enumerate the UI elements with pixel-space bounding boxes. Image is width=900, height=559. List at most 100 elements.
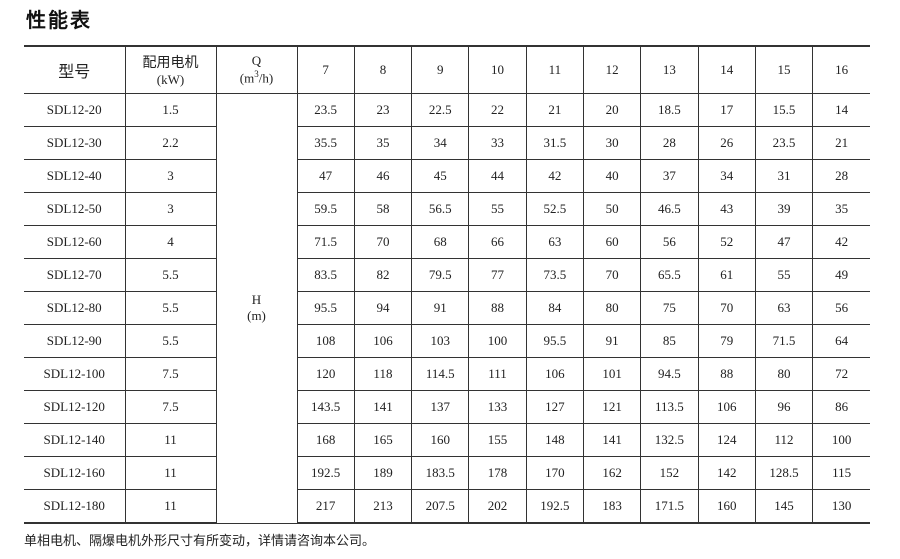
head-value-cell: 40	[582, 159, 642, 193]
head-value-cell: 23	[353, 93, 413, 127]
head-value-cell: 141	[582, 423, 642, 457]
motor-header: 配用电机 (kW)	[124, 45, 217, 94]
flow-value-header: 14	[697, 45, 756, 94]
head-value-cell: 189	[353, 456, 413, 490]
head-value-cell: 183	[582, 489, 642, 524]
head-value-cell: 148	[525, 423, 584, 457]
head-value-cell: 46	[353, 159, 413, 193]
head-value-cell: 59.5	[296, 192, 355, 226]
head-value-cell: 77	[468, 258, 527, 292]
model-cell: SDL12-140	[24, 423, 126, 457]
head-value-cell: 55	[754, 258, 814, 292]
head-value-cell: 86	[812, 390, 870, 424]
head-value-cell: 70	[353, 225, 413, 259]
motor-power-cell: 11	[124, 423, 217, 457]
head-value-cell: 95.5	[296, 291, 355, 325]
motor-power-cell: 5.5	[124, 291, 217, 325]
head-value-cell: 130	[812, 489, 870, 524]
head-value-cell: 101	[582, 357, 642, 391]
flow-value-header: 11	[525, 45, 584, 94]
head-value-cell: 34	[697, 159, 756, 193]
head-value-cell: 183.5	[411, 456, 470, 490]
head-value-cell: 192.5	[525, 489, 584, 524]
head-value-cell: 18.5	[640, 93, 699, 127]
head-value-cell: 103	[411, 324, 470, 358]
head-value-cell: 132.5	[640, 423, 699, 457]
head-value-cell: 68	[411, 225, 470, 259]
head-value-cell: 72	[812, 357, 870, 391]
head-value-cell: 155	[468, 423, 527, 457]
head-value-cell: 113.5	[640, 390, 699, 424]
head-value-cell: 73.5	[525, 258, 584, 292]
head-value-cell: 58	[353, 192, 413, 226]
head-value-cell: 42	[525, 159, 584, 193]
head-value-cell: 91	[411, 291, 470, 325]
table-row: SDL12-60 4 71.5 70 68 66 63 60 56 52 47 42	[24, 225, 870, 259]
head-value-cell: 143.5	[296, 390, 355, 424]
head-value-cell: 52.5	[525, 192, 584, 226]
head-value-cell: 165	[353, 423, 413, 457]
head-value-cell: 217	[296, 489, 355, 524]
head-value-cell: 46.5	[640, 192, 699, 226]
head-value-cell: 106	[697, 390, 756, 424]
head-value-cell: 145	[754, 489, 814, 524]
head-value-cell: 88	[697, 357, 756, 391]
head-value-cell: 64	[812, 324, 870, 358]
head-value-cell: 47	[754, 225, 814, 259]
head-value-cell: 66	[468, 225, 527, 259]
head-value-cell: 71.5	[754, 324, 814, 358]
head-value-cell: 115	[812, 456, 870, 490]
head-value-cell: 52	[697, 225, 756, 259]
head-value-cell: 108	[296, 324, 355, 358]
flow-value-header: 7	[296, 45, 355, 94]
page-title: 性能表	[26, 8, 92, 32]
flow-value-header: 16	[812, 45, 870, 94]
head-value-cell: 112	[754, 423, 814, 457]
motor-power-cell: 7.5	[124, 357, 217, 391]
table-row: SDL12-70 5.5 83.5 82 79.5 77 73.5 70 65.5 61 55 49	[24, 258, 870, 292]
motor-power-cell: 4	[124, 225, 217, 259]
model-cell: SDL12-60	[24, 225, 126, 259]
head-value-cell: 152	[640, 456, 699, 490]
head-value-cell: 35	[353, 126, 413, 160]
head-value-cell: 22.5	[411, 93, 470, 127]
flow-value-header: 15	[754, 45, 814, 94]
head-value-cell: 50	[582, 192, 642, 226]
flow-value-header: 12	[582, 45, 642, 94]
head-value-cell: 79	[697, 324, 756, 358]
head-value-cell: 65.5	[640, 258, 699, 292]
table-row: SDL12-20 1.5 H (m) 23.5 23 22.5 22 21 20 18.5 17 15.…	[24, 93, 870, 524]
head-value-cell: 20	[582, 93, 642, 127]
head-value-cell: 23.5	[754, 126, 814, 160]
head-label: H	[251, 292, 262, 308]
table-row: SDL12-140 11 168 165 160 155 148 141 132.5 124 112…	[24, 423, 870, 457]
head-value-cell: 75	[640, 291, 699, 325]
head-value-cell: 111	[468, 357, 527, 391]
head-value-cell: 142	[697, 456, 756, 490]
head-value-cell: 70	[697, 291, 756, 325]
head-value-cell: 118	[353, 357, 413, 391]
head-value-cell: 124	[697, 423, 756, 457]
table-row: SDL12-180 11 217 213 207.5 202 192.5 183 171.5 16…	[24, 489, 870, 524]
head-value-cell: 100	[812, 423, 870, 457]
head-value-cell: 94.5	[640, 357, 699, 391]
head-value-cell: 43	[697, 192, 756, 226]
head-value-cell: 55	[468, 192, 527, 226]
head-value-cell: 15.5	[754, 93, 814, 127]
model-header: 型号	[24, 45, 126, 94]
head-value-cell: 207.5	[411, 489, 470, 524]
header-row: 型号 配用电机 (kW) Q (m3/h) 7 8 9 10 11 12 13 14 15 16	[24, 45, 870, 94]
head-value-cell: 63	[754, 291, 814, 325]
head-value-cell: 44	[468, 159, 527, 193]
head-value-cell: 35.5	[296, 126, 355, 160]
head-value-cell: 127	[525, 390, 584, 424]
performance-table: 型号 配用电机 (kW) Q (m3/h) 7 8 9 10 11 12 13 14 15 16 SD…	[24, 45, 870, 524]
model-cell: SDL12-160	[24, 456, 126, 490]
table-row: SDL12-80 5.5 95.5 94 91 88 84 80 75 70 63 56	[24, 291, 870, 325]
head-value-cell: 106	[525, 357, 584, 391]
head-value-cell: 160	[411, 423, 470, 457]
head-value-cell: 128.5	[754, 456, 814, 490]
motor-power-cell: 2.2	[124, 126, 217, 160]
motor-power-cell: 3	[124, 159, 217, 193]
table-row: SDL12-120 7.5 143.5 141 137 133 127 121 113.5 106…	[24, 390, 870, 424]
